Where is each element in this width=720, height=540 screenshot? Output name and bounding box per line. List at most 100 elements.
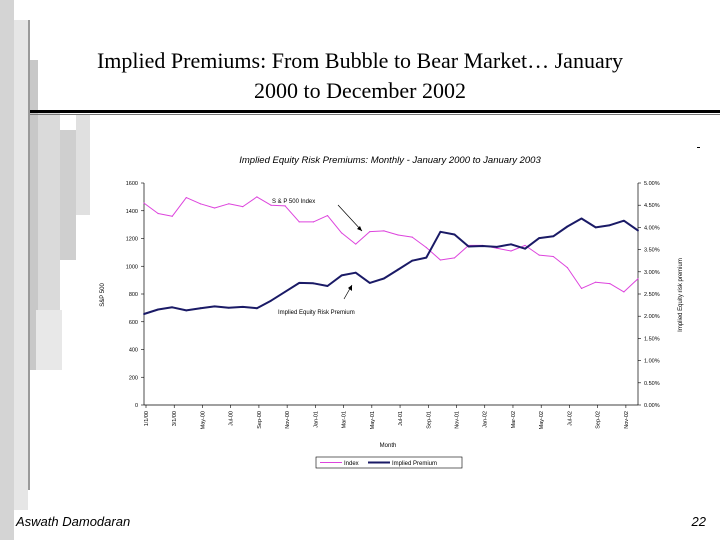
x-tick-label: 3/1/00 bbox=[172, 411, 178, 426]
data-point-index bbox=[524, 244, 526, 247]
data-point-implied-premium bbox=[312, 282, 315, 285]
data-point-index bbox=[609, 282, 611, 285]
x-tick-label: 1/1/00 bbox=[144, 411, 150, 426]
decor-bar bbox=[0, 0, 14, 540]
data-point-implied-premium bbox=[143, 313, 145, 315]
data-point-implied-premium bbox=[637, 229, 639, 232]
title-divider bbox=[30, 110, 720, 113]
y-right-tick-label: 2.00% bbox=[644, 314, 660, 320]
legend-label-index: Index bbox=[344, 461, 359, 467]
data-point-index bbox=[171, 215, 173, 217]
x-axis-label: Month bbox=[380, 443, 397, 449]
y-right-tick-label: 2.50% bbox=[644, 292, 660, 298]
data-point-index bbox=[326, 215, 329, 217]
line-chart: Implied Equity Risk Premiums: Monthly - … bbox=[100, 155, 684, 469]
data-point-implied-premium bbox=[453, 233, 456, 236]
data-point-index bbox=[228, 203, 230, 205]
annotation-premium: Implied Equity Risk Premium bbox=[278, 310, 355, 316]
data-point-index bbox=[298, 221, 300, 223]
y-right-tick-label: 0.50% bbox=[644, 381, 660, 387]
data-point-implied-premium bbox=[552, 235, 555, 238]
data-point-implied-premium bbox=[510, 243, 512, 246]
data-point-implied-premium bbox=[566, 225, 569, 228]
axes-layer: 0 200 400 600 800 1000 1200 1400 1600 0.00% 0.50% 1… bbox=[126, 181, 660, 429]
data-point-implied-premium bbox=[171, 306, 174, 309]
data-point-index bbox=[312, 221, 314, 223]
data-point-index bbox=[510, 250, 512, 252]
annotation-index: S & P 500 Index bbox=[272, 199, 315, 205]
x-tick-label: Jan-01 bbox=[313, 411, 319, 428]
series-line-implied-premium bbox=[143, 217, 639, 315]
annotation-index-arrow bbox=[337, 204, 363, 232]
data-point-index bbox=[341, 232, 343, 234]
data-point-index bbox=[637, 278, 639, 280]
data-point-index bbox=[552, 255, 554, 258]
x-tick-label: Sep-00 bbox=[257, 411, 263, 429]
decor-bar bbox=[28, 60, 38, 370]
chart-title: Implied Equity Risk Premiums: Monthly - … bbox=[239, 155, 541, 166]
series-line-index bbox=[143, 196, 639, 293]
decor-bar bbox=[14, 20, 28, 510]
y-right-tick-label: 4.50% bbox=[644, 203, 660, 209]
corner-tick bbox=[697, 147, 700, 148]
data-point-implied-premium bbox=[213, 305, 216, 308]
data-point-implied-premium bbox=[326, 285, 329, 287]
y-right-tick-label: 3.00% bbox=[644, 270, 660, 276]
title-divider-thin bbox=[30, 114, 720, 115]
y-right-tick-label: 1.50% bbox=[644, 336, 660, 342]
data-point-implied-premium bbox=[622, 219, 625, 222]
data-point-implied-premium bbox=[383, 277, 385, 280]
data-point-implied-premium bbox=[495, 246, 498, 248]
data-point-index bbox=[411, 236, 413, 238]
y-right-tick-label: 0.00% bbox=[644, 403, 660, 409]
data-point-index bbox=[453, 257, 456, 259]
data-point-implied-premium bbox=[439, 230, 442, 233]
slide-title-line1: Implied Premiums: From Bubble to Bear Ma… bbox=[96, 48, 624, 73]
page-number: 22 bbox=[691, 514, 706, 529]
data-point-implied-premium bbox=[425, 256, 428, 259]
data-point-implied-premium bbox=[608, 224, 611, 227]
y-left-tick-label: 1000 bbox=[126, 264, 138, 270]
slide-title-line2: 2000 to December 2002 bbox=[254, 78, 466, 103]
x-tick-label: Mar-01 bbox=[342, 411, 348, 428]
data-point-implied-premium bbox=[594, 226, 597, 229]
data-point-index bbox=[580, 287, 583, 290]
data-point-index bbox=[256, 196, 258, 198]
data-point-index bbox=[566, 267, 569, 269]
data-point-implied-premium bbox=[467, 245, 470, 248]
y-left-tick-label: 800 bbox=[129, 292, 138, 298]
x-tick-label: Jul-00 bbox=[229, 411, 235, 426]
data-point-implied-premium bbox=[397, 268, 399, 271]
data-point-implied-premium bbox=[284, 290, 287, 293]
data-point-index bbox=[143, 202, 145, 204]
x-tick-label: Nov-01 bbox=[455, 411, 461, 429]
data-point-implied-premium bbox=[340, 274, 343, 277]
data-point-index bbox=[369, 230, 371, 233]
data-point-index bbox=[242, 205, 244, 208]
y-left-tick-label: 1400 bbox=[126, 209, 138, 215]
x-tick-label: Nov-02 bbox=[624, 411, 630, 429]
data-point-implied-premium bbox=[481, 245, 484, 247]
decor-bar bbox=[38, 110, 60, 310]
data-point-implied-premium bbox=[256, 307, 258, 310]
data-point-index bbox=[185, 196, 187, 199]
data-point-index bbox=[157, 212, 159, 215]
data-point-index bbox=[284, 205, 286, 207]
data-point-implied-premium bbox=[524, 247, 526, 250]
x-tick-label: May-02 bbox=[539, 411, 545, 429]
decor-bar bbox=[28, 20, 30, 490]
slide-title: Implied Premiums: From Bubble to Bear Ma… bbox=[40, 46, 680, 106]
y-left-tick-label: 1200 bbox=[126, 237, 138, 243]
x-tick-label: Jul-01 bbox=[398, 411, 404, 426]
y-left-tick-label: 200 bbox=[129, 375, 138, 381]
data-point-implied-premium bbox=[580, 217, 583, 220]
data-point-index bbox=[213, 207, 216, 209]
x-tick-label: May-00 bbox=[200, 411, 206, 429]
data-point-implied-premium bbox=[227, 306, 230, 309]
legend-label-premium: Implied Premium bbox=[392, 461, 437, 467]
x-tick-label: Sep-01 bbox=[426, 411, 432, 429]
x-tick-label: Mar-02 bbox=[511, 411, 517, 428]
x-tick-label: Sep-02 bbox=[596, 411, 602, 429]
data-point-index bbox=[623, 291, 625, 293]
data-point-implied-premium bbox=[368, 282, 371, 284]
